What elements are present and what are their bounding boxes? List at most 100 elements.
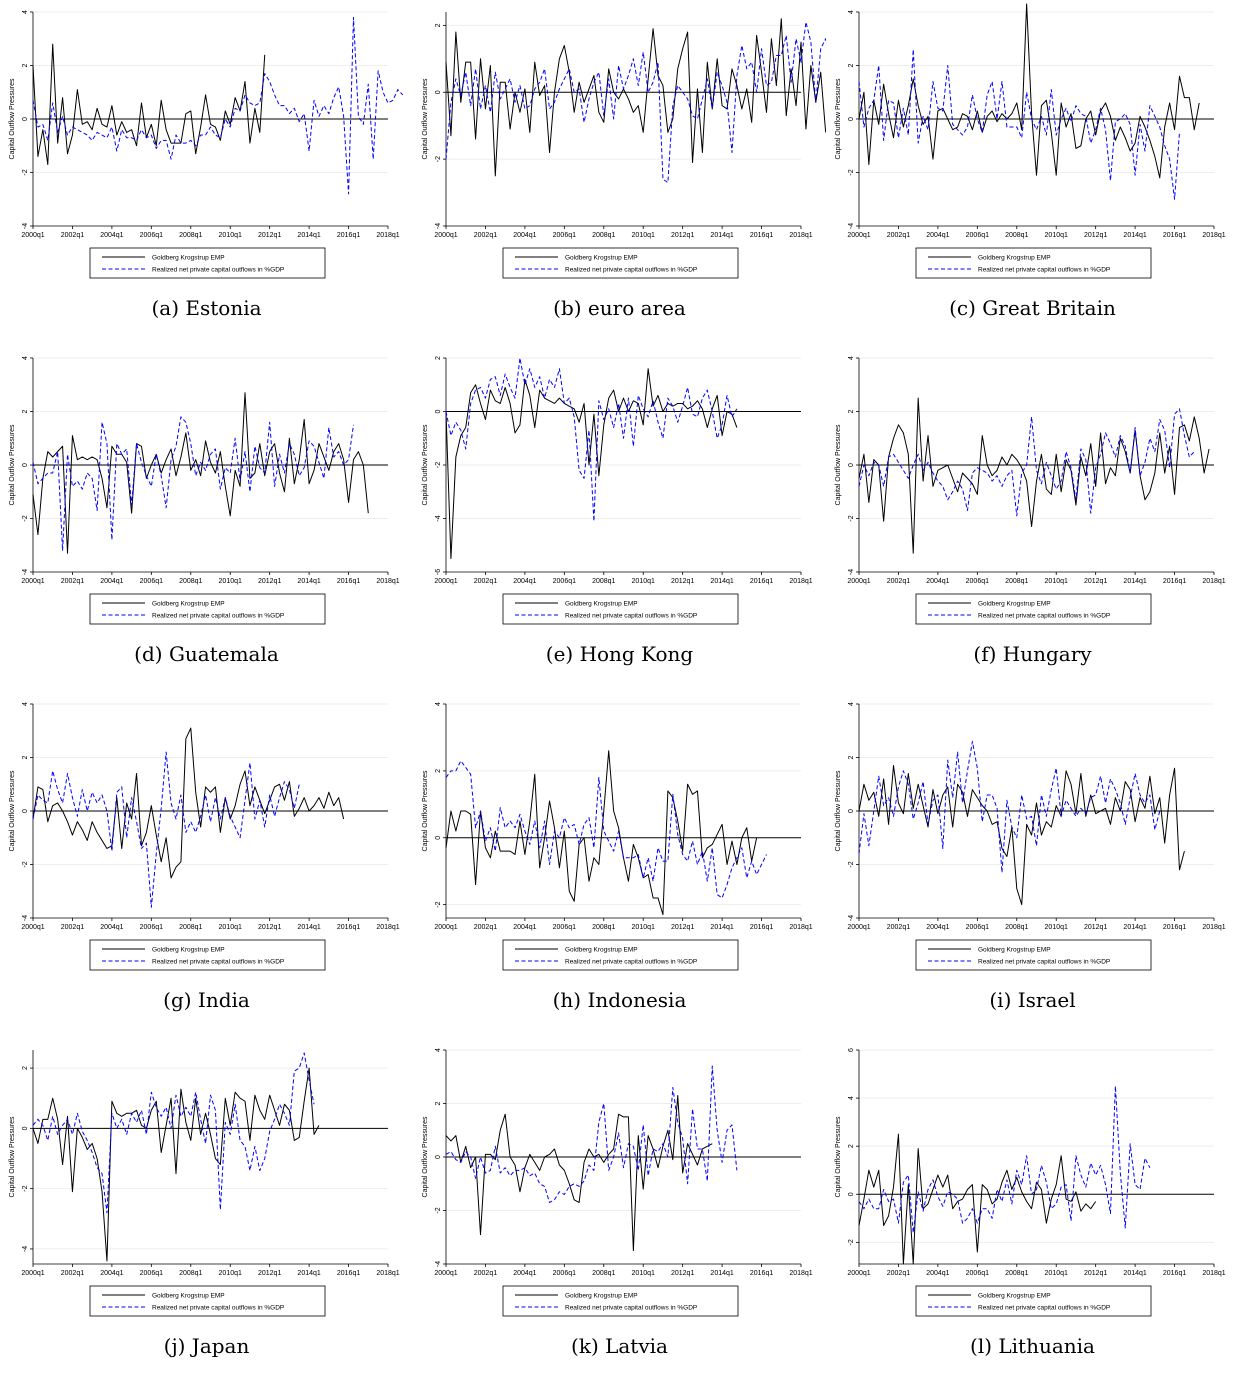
x-tick-label: 2000q1 <box>434 578 457 585</box>
chart-svg: -4 -2 0 2 4 Capital Outflow Pressures 2000q1 20… <box>835 3 1226 279</box>
x-tick-label: 2018q1 <box>1202 578 1225 585</box>
legend-box <box>915 247 1152 279</box>
series-line-flows <box>32 751 300 908</box>
y-tick-label: -2 <box>22 169 29 175</box>
x-tick-label: 2012q1 <box>671 1270 694 1277</box>
legend-label: Goldberg Krogstrup EMP <box>978 947 1051 954</box>
series-line-flows <box>445 760 767 899</box>
legend-label: Realized net private capital outflows in… <box>565 959 697 966</box>
x-tick-label: 2018q1 <box>376 924 399 931</box>
y-tick-label: -2 <box>22 1185 29 1191</box>
legend-box <box>502 247 739 279</box>
y-tick-label: -2 <box>848 1239 855 1245</box>
legend-box <box>89 939 326 971</box>
chart-panel: -6 -4 -2 0 2 Capital Outflow Pressures 2000q1 2… <box>413 346 826 692</box>
x-tick-label: 2014q1 <box>1123 924 1146 931</box>
x-tick-label: 2000q1 <box>21 578 44 585</box>
y-tick-label: -4 <box>848 569 855 575</box>
chart-svg: -6 -4 -2 0 2 Capital Outflow Pressures 2000q1 2… <box>422 356 813 625</box>
x-tick-label: 2018q1 <box>376 578 399 585</box>
x-tick-label: 2010q1 <box>1045 578 1068 585</box>
y-tick-label: 2 <box>848 755 855 759</box>
series-line-flows <box>858 48 1180 200</box>
x-tick-label: 2014q1 <box>297 578 320 585</box>
x-tick-label: 2004q1 <box>513 578 536 585</box>
chart-panel: -4 -2 0 2 4 Capital Outflow Pressures 2000q1 20… <box>0 0 413 346</box>
x-tick-label: 2006q1 <box>966 924 989 931</box>
y-tick-label: 2 <box>848 63 855 67</box>
y-tick-label: -4 <box>435 1261 442 1267</box>
chart-panel: -4 -2 0 2 4 Capital Outflow Pressures 2000q1 20… <box>0 692 413 1038</box>
y-tick-label: -4 <box>22 569 29 575</box>
legend-label: Goldberg Krogstrup EMP <box>565 255 638 262</box>
x-tick-label: 2008q1 <box>592 1270 615 1277</box>
x-tick-label: 2000q1 <box>434 924 457 931</box>
x-tick-label: 2002q1 <box>474 578 497 585</box>
legend-box <box>915 593 1152 625</box>
y-tick-label: 2 <box>848 1144 855 1148</box>
y-tick-label: 4 <box>22 356 29 360</box>
legend-box <box>89 247 326 279</box>
x-tick-label: 2014q1 <box>297 232 320 239</box>
x-tick-label: 2014q1 <box>297 924 320 931</box>
x-tick-label: 2016q1 <box>1163 1270 1186 1277</box>
y-tick-label: 0 <box>22 117 29 121</box>
legend-box <box>502 939 739 971</box>
x-tick-label: 2006q1 <box>966 1270 989 1277</box>
legend-label: Goldberg Krogstrup EMP <box>565 601 638 608</box>
x-tick-label: 2012q1 <box>258 1270 281 1277</box>
x-tick-label: 2018q1 <box>1202 1270 1225 1277</box>
x-tick-label: 2012q1 <box>1084 232 1107 239</box>
chart-panel: -4 -2 0 2 Capital Outflow Pressures 2000q1 200… <box>0 1038 413 1384</box>
chart-panel: -2 0 2 4 Capital Outflow Pressures 2000q1 2002… <box>413 692 826 1038</box>
chart-panel: -4 -2 0 2 4 Capital Outflow Pressures 2000q1 20… <box>826 346 1239 692</box>
x-tick-label: 2016q1 <box>750 1270 773 1277</box>
x-tick-label: 2018q1 <box>789 232 812 239</box>
y-axis-title: Capital Outflow Pressures <box>422 770 429 851</box>
x-tick-label: 2010q1 <box>1045 924 1068 931</box>
x-tick-label: 2014q1 <box>710 1270 733 1277</box>
y-tick-label: 0 <box>22 1126 29 1130</box>
x-tick-label: 2008q1 <box>179 1270 202 1277</box>
x-tick-label: 2010q1 <box>632 578 655 585</box>
y-axis-title: Capital Outflow Pressures <box>9 770 16 851</box>
x-tick-label: 2004q1 <box>513 1270 536 1277</box>
chart-svg: -2 0 2 4 Capital Outflow Pressures 2000q1 2002… <box>422 702 813 971</box>
x-tick-label: 2018q1 <box>1202 924 1225 931</box>
x-tick-label: 2004q1 <box>513 924 536 931</box>
chart-caption: (e) Hong Kong <box>545 642 694 666</box>
y-tick-label: 4 <box>22 702 29 706</box>
x-tick-label: 2000q1 <box>434 1270 457 1277</box>
series-line-emp <box>858 397 1210 554</box>
x-tick-label: 2016q1 <box>750 232 773 239</box>
legend-box <box>502 593 739 625</box>
chart-svg: -4 -2 0 2 4 Capital Outflow Pressures 2000q1 20… <box>9 702 400 971</box>
y-axis-title: Capital Outflow Pressures <box>9 78 16 159</box>
y-tick-label: 0 <box>848 463 855 467</box>
series-line-flows <box>32 16 404 195</box>
x-tick-label: 2002q1 <box>887 924 910 931</box>
y-tick-label: 4 <box>435 702 442 706</box>
x-tick-label: 2018q1 <box>789 1270 812 1277</box>
y-tick-label: 0 <box>435 90 442 94</box>
series-line-emp <box>445 1094 713 1252</box>
x-tick-label: 2016q1 <box>337 1270 360 1277</box>
y-tick-label: 2 <box>22 409 29 413</box>
x-tick-label: 2016q1 <box>337 578 360 585</box>
x-tick-label: 2010q1 <box>219 924 242 931</box>
y-axis-title: Capital Outflow Pressures <box>835 424 842 505</box>
y-tick-label: -4 <box>22 915 29 921</box>
x-tick-label: 2016q1 <box>750 578 773 585</box>
legend-label: Realized net private capital outflows in… <box>152 267 284 274</box>
y-tick-label: -4 <box>435 515 442 521</box>
x-tick-label: 2014q1 <box>710 232 733 239</box>
x-tick-label: 2000q1 <box>847 1270 870 1277</box>
legend-label: Goldberg Krogstrup EMP <box>565 1293 638 1300</box>
y-tick-label: 4 <box>435 1048 442 1052</box>
y-tick-label: -2 <box>435 462 442 468</box>
chart-caption: (d) Guatemala <box>134 642 279 666</box>
chart-svg: -4 -2 0 2 4 Capital Outflow Pressures 2000q1 20… <box>835 702 1226 971</box>
x-tick-label: 2012q1 <box>258 924 281 931</box>
x-tick-label: 2010q1 <box>632 232 655 239</box>
legend-label: Realized net private capital outflows in… <box>152 1305 284 1312</box>
